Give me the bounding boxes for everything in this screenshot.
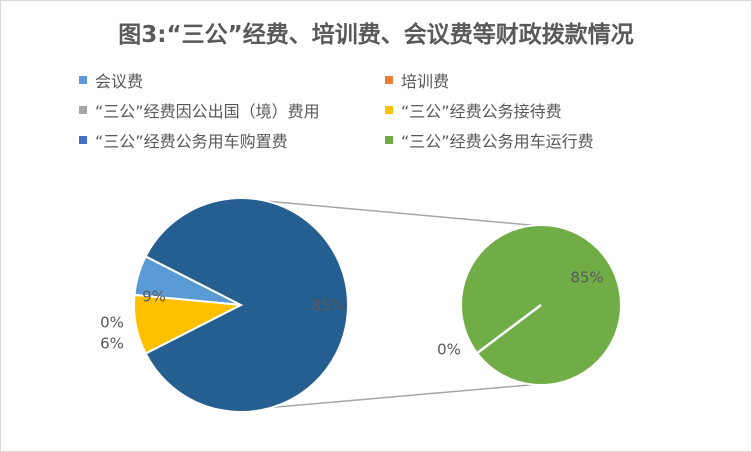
legend-swatch xyxy=(385,76,393,84)
legend-item-abroad: “三公”经费因公出国（境）费用 xyxy=(79,98,385,122)
main-pie-data-label: 6% xyxy=(100,335,124,353)
legend-label: 会议费 xyxy=(95,72,144,91)
chart-title: 图3:“三公”经费、培训费、会议费等财政拨款情况 xyxy=(118,22,634,48)
legend-swatch xyxy=(79,136,87,144)
legend-label: 培训费 xyxy=(401,72,450,91)
legend-item-vehicle-operation: “三公”经费公务用车运行费 xyxy=(385,128,691,152)
legend-swatch xyxy=(79,76,87,84)
legend-item-vehicle-purchase: “三公”经费公务用车购置费 xyxy=(79,128,385,152)
secondary-pie-data-label: 85% xyxy=(570,269,603,287)
secondary-pie-data-label: 0% xyxy=(437,341,461,359)
main-pie-data-label: 85% xyxy=(311,297,344,315)
legend-swatch xyxy=(385,106,393,114)
legend-row: 会议费 培训费 xyxy=(79,65,719,95)
main-pie-data-label: 0% xyxy=(100,314,124,332)
main-pie-data-label: 9% xyxy=(142,288,166,306)
connector-line-bottom xyxy=(264,383,542,409)
secondary-pie-zero-slice xyxy=(476,304,542,355)
legend-swatch xyxy=(385,136,393,144)
connector-line-top xyxy=(264,200,542,227)
legend-item-training: 培训费 xyxy=(385,68,691,92)
main-pie-slice xyxy=(144,197,349,413)
legend-label: “三公”经费公务用车购置费 xyxy=(95,132,288,151)
legend-label: “三公”经费公务用车运行费 xyxy=(401,132,594,151)
legend-row: “三公”经费因公出国（境）费用 “三公”经费公务接待费 xyxy=(79,95,719,125)
chart-legend: 会议费 培训费 “三公”经费因公出国（境）费用 “三公”经费公务接待费 “三公”… xyxy=(79,65,719,155)
legend-row: “三公”经费公务用车购置费 “三公”经费公务用车运行费 xyxy=(79,125,719,155)
legend-swatch xyxy=(79,106,87,114)
legend-label: “三公”经费因公出国（境）费用 xyxy=(95,102,320,121)
legend-label: “三公”经费公务接待费 xyxy=(401,102,562,121)
legend-item-conference: 会议费 xyxy=(79,68,385,92)
legend-item-reception: “三公”经费公务接待费 xyxy=(385,98,691,122)
